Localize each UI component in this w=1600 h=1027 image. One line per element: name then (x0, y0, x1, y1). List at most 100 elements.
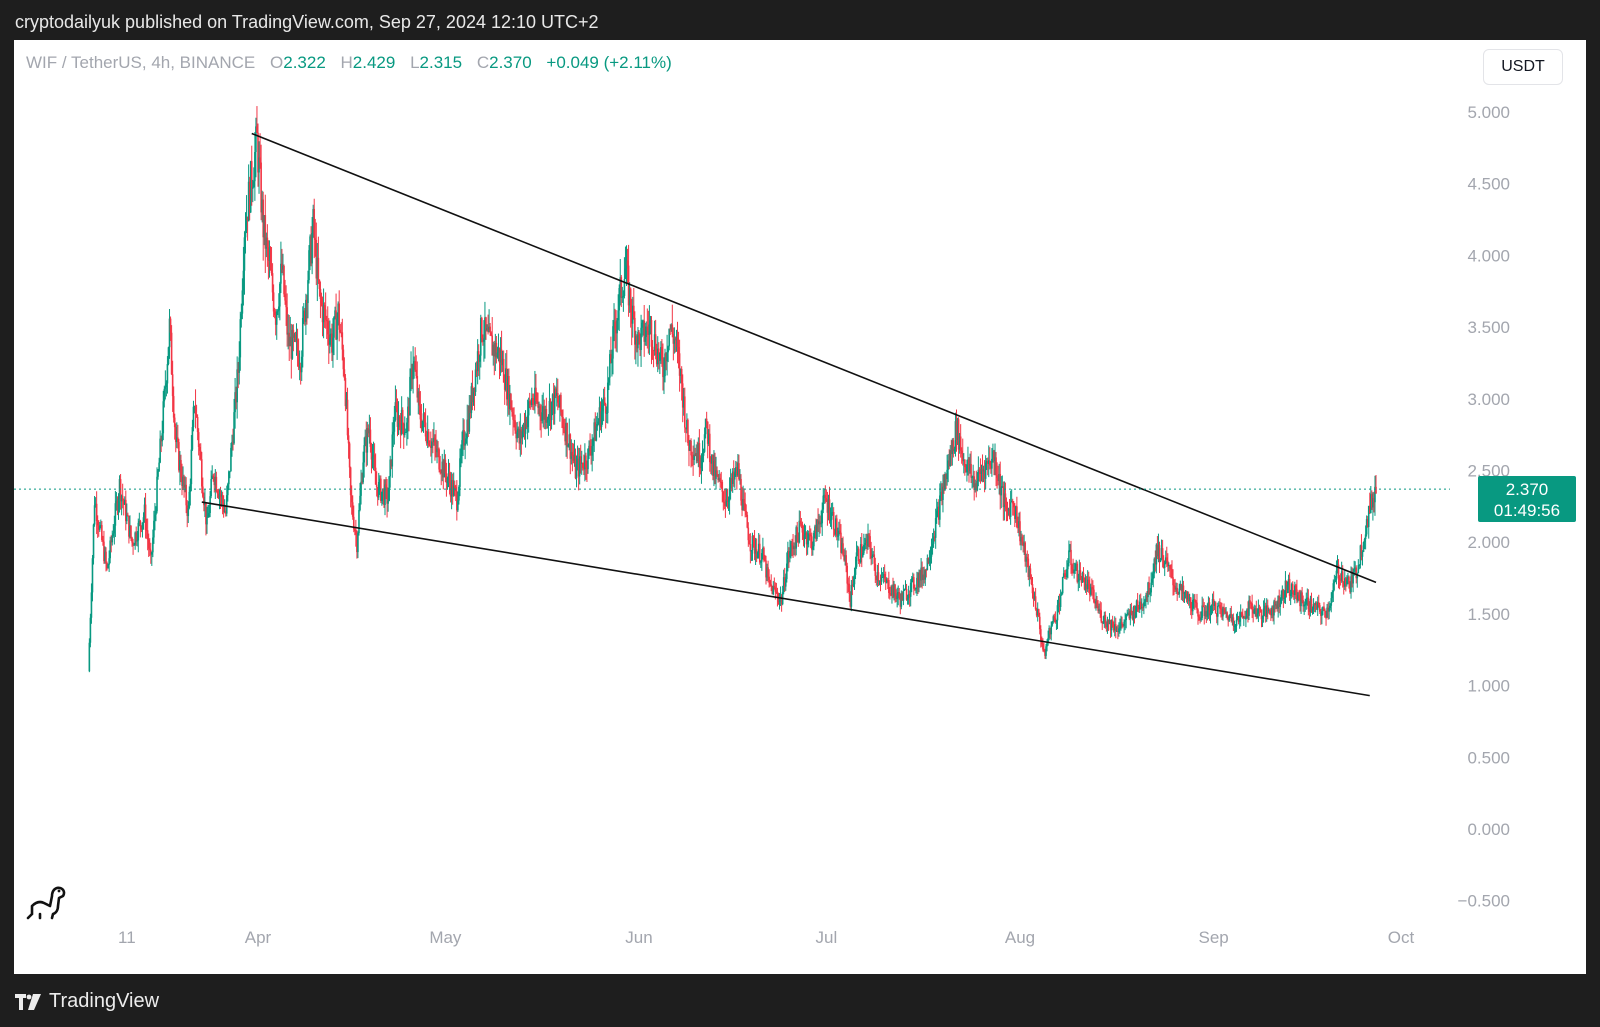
candle-body-up (1357, 565, 1360, 574)
candle-body-down (296, 339, 299, 354)
candle-body-down (1092, 587, 1094, 590)
candle-body-down (796, 527, 799, 535)
candle-body-down (669, 328, 672, 330)
candle-body-up (994, 457, 996, 462)
candle-body-down (995, 457, 997, 476)
candle-body-down (746, 514, 749, 528)
candle-body-up (729, 478, 732, 489)
candle-body-up (298, 366, 301, 368)
candle-body-down (1269, 610, 1271, 615)
candle-body-up (838, 530, 840, 536)
candle-body-down (824, 494, 827, 499)
candle-body-up (516, 432, 519, 439)
candle-body-up (168, 318, 171, 348)
candle-body-down (438, 449, 440, 470)
candle-body-up (225, 495, 228, 514)
candle-body-up (1361, 552, 1364, 557)
candle-body-up (1271, 607, 1273, 616)
candle-body-up (881, 576, 884, 578)
candle-body-down (783, 577, 786, 587)
candle-body-up (488, 326, 490, 333)
candle-body-down (620, 277, 623, 298)
symbol-name[interactable]: WIF / TetherUS, 4h, BINANCE (26, 53, 256, 72)
chart-pane[interactable]: 5.000 4.500 4.000 3.500 3.000 2.500 2.000 1.500… (14, 40, 1586, 974)
candle-body-up (305, 299, 307, 322)
candle-body-up (814, 526, 816, 534)
candle-body-down (892, 586, 894, 597)
candle-body-down (122, 500, 125, 505)
candle-body-up (798, 520, 801, 543)
candle-body-up (1363, 539, 1366, 543)
candle-body-up (762, 547, 764, 554)
candle-body-down (485, 317, 487, 330)
candle-body-up (441, 461, 444, 474)
candle-body-up (1045, 646, 1047, 656)
candle-body-down (1112, 627, 1115, 631)
candle-body-up (391, 434, 394, 467)
candle-body-down (272, 292, 275, 312)
candle-body-down (603, 397, 606, 405)
candle-body-up (1110, 620, 1113, 631)
candle-body-down (203, 496, 205, 506)
candle-body-down (745, 510, 748, 515)
candle-body-down (1101, 621, 1104, 623)
candle-body-down (1187, 594, 1190, 602)
candle-body-down (1040, 629, 1042, 641)
candle-body-down (375, 484, 378, 488)
candle-body-down (1320, 611, 1322, 616)
candle-body-up (759, 561, 762, 563)
candle-body-up (787, 550, 789, 564)
candle-body-down (402, 423, 405, 436)
brand-link[interactable]: TradingView (15, 990, 159, 1013)
candle-body-down (1270, 614, 1272, 616)
candle-body-up (230, 447, 232, 472)
dinosaur-icon[interactable] (26, 876, 70, 920)
candle-body-down (427, 431, 430, 446)
candle-body-up (497, 347, 500, 353)
candle-body-up (337, 303, 339, 319)
trendline[interactable] (201, 501, 1370, 697)
trendline[interactable] (251, 132, 1377, 584)
candle-body-up (179, 460, 181, 471)
candle-body-down (96, 521, 99, 526)
candle-body-up (897, 592, 900, 596)
candle-body-down (1088, 584, 1091, 595)
candle-body-down (594, 422, 597, 441)
currency-button[interactable]: USDT (1483, 49, 1563, 85)
symbol-legend: WIF / TetherUS, 4h, BINANCE O2.322 H2.42… (26, 53, 672, 73)
candle-body-up (1089, 586, 1092, 595)
candle-body-down (315, 239, 318, 279)
candle-body-up (243, 237, 246, 271)
candle-body-down (325, 319, 328, 322)
candle-body-down (145, 530, 148, 532)
candle-body-down (1177, 591, 1180, 595)
candle-body-up (1036, 609, 1039, 616)
candle-body-down (374, 467, 377, 485)
candle-body-down (1212, 598, 1215, 606)
candle-body-up (697, 443, 700, 462)
candle-body-up (358, 510, 360, 534)
candle-body-down (1027, 558, 1030, 578)
candle-body-down (627, 265, 630, 306)
price-axis-tick: 2.000 (1467, 533, 1510, 552)
candle-body-down (128, 516, 130, 537)
candlestick-chart[interactable]: 5.000 4.500 4.000 3.500 3.000 2.500 2.000 1.500… (14, 40, 1586, 974)
candle-body-up (307, 280, 309, 304)
candle-body-down (748, 540, 751, 545)
candle-body-up (464, 443, 466, 446)
candle-body-up (660, 347, 662, 354)
candle-body-up (88, 642, 91, 672)
candle-body-down (1337, 564, 1340, 579)
candle-body-up (1127, 612, 1130, 615)
candle-body-down (529, 401, 532, 405)
candle-body-down (304, 310, 306, 322)
candle-body-up (371, 456, 374, 460)
candle-body-down (385, 484, 387, 488)
candle-body-up (1009, 502, 1012, 517)
candle-body-down (1327, 607, 1329, 612)
time-axis[interactable]: 11 Apr May Jun Jul Aug Sep Oct (118, 928, 1414, 947)
candle-body-down (370, 446, 373, 460)
candle-body-down (681, 383, 684, 408)
candle-body-down (415, 369, 418, 376)
price-axis[interactable]: 5.000 4.500 4.000 3.500 3.000 2.500 2.000 1.500… (1458, 103, 1510, 911)
